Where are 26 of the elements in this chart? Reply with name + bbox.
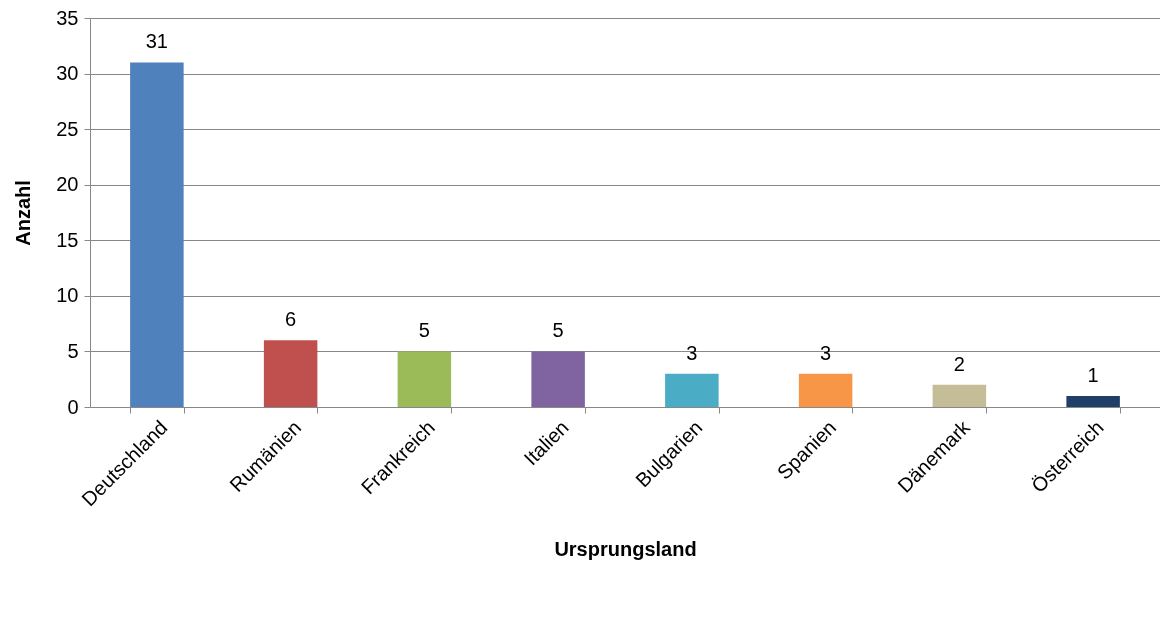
bar xyxy=(1066,395,1120,407)
bar xyxy=(263,340,318,407)
bar xyxy=(665,373,719,407)
bar xyxy=(798,373,853,407)
data-label: 31 xyxy=(145,30,168,53)
y-tick-label: 10 xyxy=(56,284,79,307)
data-label: 6 xyxy=(285,308,297,331)
data-label: 5 xyxy=(418,319,430,342)
data-label: 3 xyxy=(820,341,832,364)
data-label: 2 xyxy=(953,352,965,375)
y-axis-title: Anzahl xyxy=(12,180,35,246)
y-tick-label: 35 xyxy=(56,6,79,29)
bar xyxy=(397,351,452,407)
data-label: 5 xyxy=(552,319,564,342)
bar xyxy=(531,351,585,407)
data-label: 1 xyxy=(1087,363,1099,386)
y-tick-label: 30 xyxy=(56,62,79,85)
data-label: 3 xyxy=(686,341,698,364)
y-tick-label: 0 xyxy=(67,395,79,418)
bar xyxy=(932,384,987,407)
y-tick-label: 15 xyxy=(56,228,79,251)
bar xyxy=(130,62,184,407)
x-axis-title: Ursprungsland xyxy=(554,538,697,561)
y-tick-label: 25 xyxy=(56,117,79,140)
y-tick-label: 20 xyxy=(56,173,79,196)
y-tick-label: 5 xyxy=(67,339,79,362)
